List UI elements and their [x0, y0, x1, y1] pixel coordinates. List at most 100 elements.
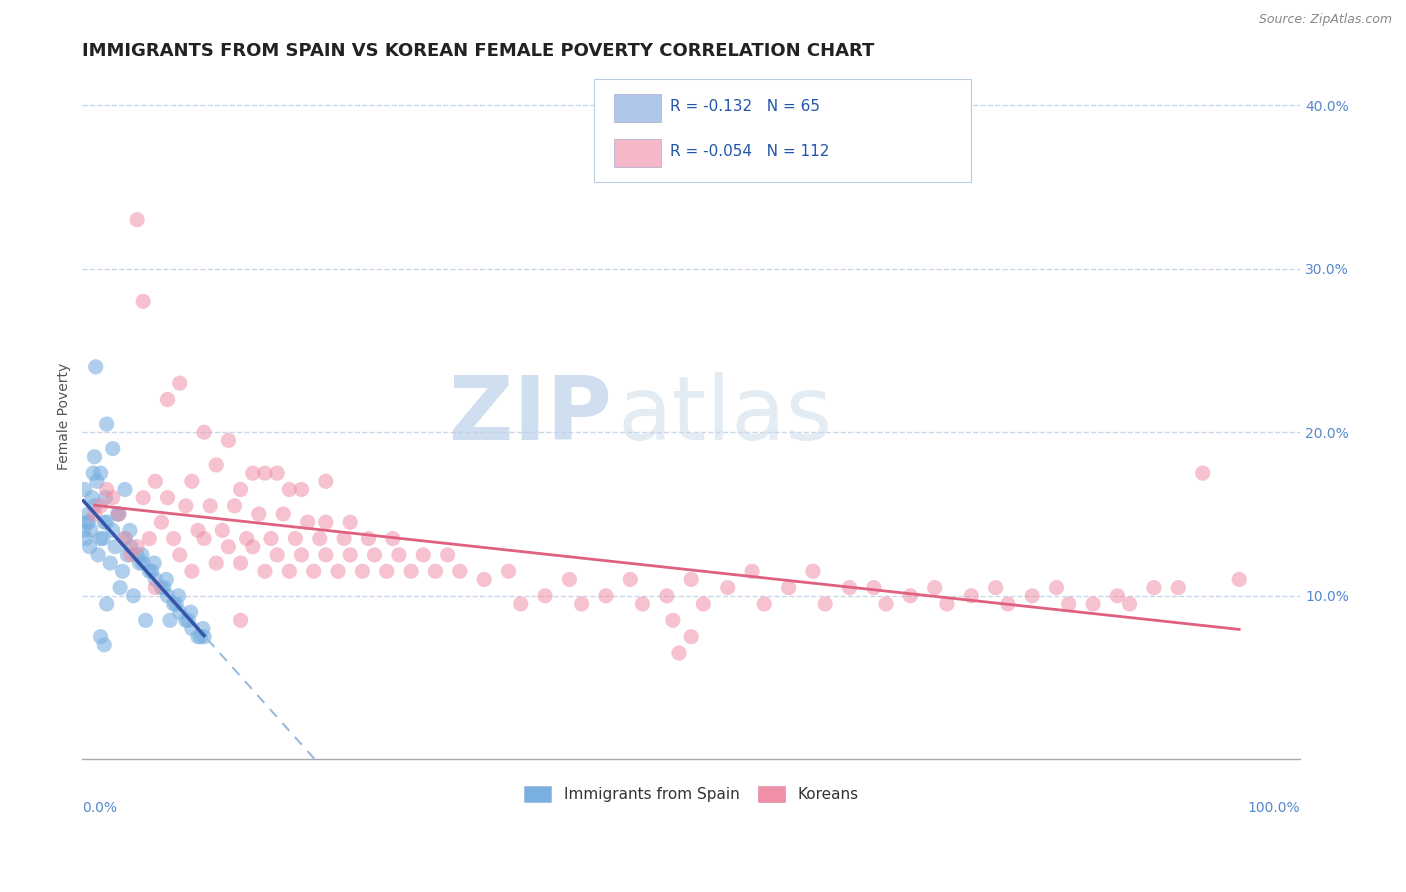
- Text: Source: ZipAtlas.com: Source: ZipAtlas.com: [1258, 13, 1392, 27]
- Point: [229, 483, 252, 497]
- Point: [156, 491, 179, 505]
- Point: [117, 548, 139, 562]
- Point: [326, 564, 349, 578]
- Point: [141, 564, 163, 578]
- Point: [114, 532, 136, 546]
- Point: [111, 564, 134, 578]
- Point: [93, 515, 115, 529]
- Point: [266, 466, 288, 480]
- Point: [96, 597, 118, 611]
- Point: [93, 638, 115, 652]
- Y-axis label: Female Poverty: Female Poverty: [58, 362, 72, 469]
- Point: [150, 581, 173, 595]
- Text: R = -0.132   N = 65: R = -0.132 N = 65: [671, 99, 821, 114]
- Point: [984, 581, 1007, 595]
- FancyBboxPatch shape: [614, 139, 661, 167]
- Point: [339, 515, 361, 529]
- Point: [1107, 589, 1129, 603]
- Point: [114, 532, 136, 546]
- Point: [1081, 597, 1104, 611]
- Point: [75, 532, 97, 546]
- Point: [284, 532, 307, 546]
- Point: [339, 548, 361, 562]
- FancyBboxPatch shape: [614, 95, 661, 122]
- Point: [120, 548, 142, 562]
- Point: [229, 613, 252, 627]
- Point: [315, 548, 337, 562]
- Point: [165, 597, 187, 611]
- Point: [72, 524, 94, 538]
- Point: [1057, 597, 1080, 611]
- Point: [449, 564, 471, 578]
- Point: [814, 597, 837, 611]
- Point: [205, 556, 228, 570]
- Text: 0.0%: 0.0%: [83, 800, 117, 814]
- Point: [717, 581, 740, 595]
- Point: [801, 564, 824, 578]
- Point: [132, 556, 155, 570]
- Point: [169, 376, 191, 391]
- Point: [143, 475, 166, 489]
- Text: atlas: atlas: [619, 372, 834, 459]
- Point: [290, 483, 312, 497]
- Point: [381, 532, 404, 546]
- Point: [98, 556, 121, 570]
- Point: [205, 458, 228, 472]
- Point: [960, 589, 983, 603]
- Point: [297, 515, 319, 529]
- FancyBboxPatch shape: [593, 79, 972, 182]
- Point: [668, 646, 690, 660]
- Point: [333, 532, 356, 546]
- Point: [863, 581, 886, 595]
- Point: [193, 425, 215, 440]
- Point: [681, 630, 703, 644]
- Point: [253, 564, 276, 578]
- Point: [90, 466, 112, 480]
- Point: [132, 294, 155, 309]
- Point: [1045, 581, 1067, 595]
- Point: [412, 548, 434, 562]
- Point: [388, 548, 411, 562]
- Point: [190, 630, 212, 644]
- Point: [127, 548, 149, 562]
- Point: [253, 466, 276, 480]
- Point: [132, 491, 155, 505]
- Point: [143, 573, 166, 587]
- Point: [290, 548, 312, 562]
- Legend: Immigrants from Spain, Koreans: Immigrants from Spain, Koreans: [519, 781, 863, 806]
- Point: [153, 581, 176, 595]
- Point: [692, 597, 714, 611]
- Point: [77, 507, 100, 521]
- Point: [472, 573, 495, 587]
- Point: [156, 392, 179, 407]
- Point: [399, 564, 422, 578]
- Point: [90, 532, 112, 546]
- Point: [662, 613, 685, 627]
- Point: [436, 548, 458, 562]
- Point: [838, 581, 860, 595]
- Point: [425, 564, 447, 578]
- Point: [80, 524, 103, 538]
- Point: [114, 483, 136, 497]
- Point: [1021, 589, 1043, 603]
- Point: [177, 613, 200, 627]
- Point: [150, 515, 173, 529]
- Point: [167, 589, 190, 603]
- Point: [180, 622, 202, 636]
- Point: [571, 597, 593, 611]
- Point: [82, 466, 104, 480]
- Point: [260, 532, 283, 546]
- Point: [128, 556, 150, 570]
- Point: [558, 573, 581, 587]
- Point: [96, 417, 118, 431]
- Point: [90, 499, 112, 513]
- Point: [143, 556, 166, 570]
- Point: [375, 564, 398, 578]
- Point: [83, 507, 105, 521]
- Point: [198, 499, 221, 513]
- Point: [754, 597, 776, 611]
- Point: [159, 613, 181, 627]
- Point: [778, 581, 800, 595]
- Point: [595, 589, 617, 603]
- Point: [619, 573, 641, 587]
